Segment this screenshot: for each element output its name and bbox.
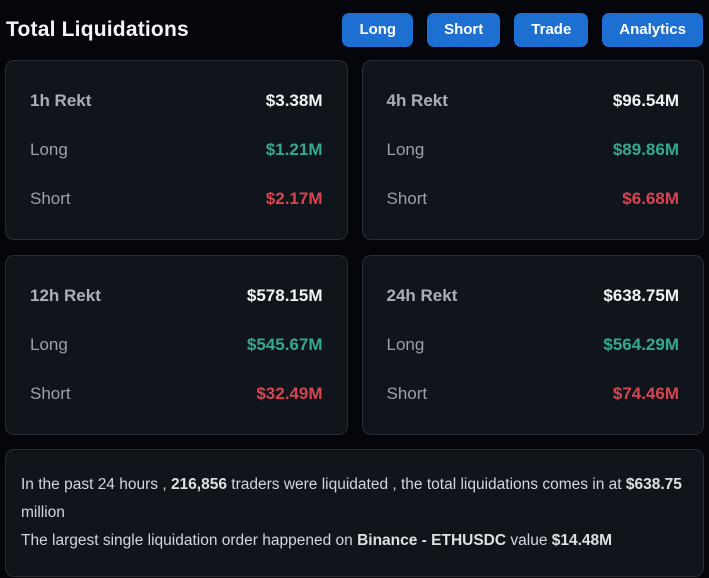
total-value: $96.54M	[612, 91, 679, 110]
long-row: Long $564.29M	[387, 335, 680, 355]
largest-order-value: $14.48M	[551, 532, 613, 549]
summary-text: The largest single liquidation order hap…	[21, 532, 358, 549]
summary-line-2: The largest single liquidation order hap…	[21, 527, 688, 555]
short-label: Short	[386, 189, 428, 208]
period-label: 12h Rekt	[30, 286, 101, 305]
short-label: Short	[386, 384, 428, 403]
long-label: Long	[30, 335, 68, 354]
summary-text: value	[506, 532, 552, 549]
summary-text: In the past 24 hours ,	[21, 476, 171, 493]
cards-grid: 1h Rekt $3.38M Long $1.21M Short $2.17M …	[5, 60, 704, 435]
card-4h-rekt: 4h Rekt $96.54M Long $89.86M Short $6.68…	[361, 60, 704, 240]
long-value: $1.21M	[265, 140, 323, 159]
short-row: Short $74.46M	[387, 384, 680, 404]
card-header-row: 4h Rekt $96.54M	[387, 91, 680, 111]
card-header-row: 1h Rekt $3.38M	[30, 91, 323, 111]
total-value: $3.38M	[265, 91, 323, 110]
total-value: $578.15M	[246, 286, 323, 305]
long-value: $564.29M	[603, 335, 679, 354]
short-value: $6.68M	[622, 189, 679, 208]
long-row: Long $545.67M	[30, 335, 323, 355]
short-label: Short	[30, 189, 71, 208]
long-label: Long	[386, 140, 425, 159]
card-1h-rekt: 1h Rekt $3.38M Long $1.21M Short $2.17M	[5, 60, 348, 240]
analytics-button[interactable]: Analytics	[602, 13, 703, 47]
short-value: $32.49M	[256, 384, 323, 403]
short-row: Short $6.68M	[387, 189, 680, 209]
header-button-row: Long Short Trade Analytics	[342, 13, 703, 47]
long-row: Long $89.86M	[387, 140, 680, 160]
short-value: $74.46M	[612, 384, 679, 403]
long-button[interactable]: Long	[342, 13, 414, 47]
card-header-row: 12h Rekt $578.15M	[30, 286, 323, 306]
long-label: Long	[30, 140, 68, 159]
short-row: Short $2.17M	[30, 189, 323, 209]
period-label: 1h Rekt	[30, 91, 92, 110]
short-label: Short	[30, 384, 71, 403]
short-value: $2.17M	[265, 189, 323, 208]
traders-count: 216,856	[170, 476, 227, 493]
long-value: $545.67M	[246, 335, 323, 354]
header: Total Liquidations Long Short Trade Anal…	[5, 0, 704, 60]
short-row: Short $32.49M	[30, 384, 323, 404]
card-header-row: 24h Rekt $638.75M	[387, 286, 680, 306]
summary-line-1: In the past 24 hours , 216,856 traders w…	[21, 471, 688, 527]
total-liquidations-amount: $638.75	[625, 476, 682, 493]
total-value: $638.75M	[603, 286, 679, 305]
long-row: Long $1.21M	[30, 140, 323, 160]
short-button[interactable]: Short	[427, 13, 501, 47]
summary-text: million	[21, 504, 65, 521]
long-label: Long	[386, 335, 425, 354]
page-title: Total Liquidations	[6, 18, 189, 41]
summary-text: traders were liquidated , the total liqu…	[226, 476, 626, 493]
period-label: 24h Rekt	[386, 286, 458, 305]
card-12h-rekt: 12h Rekt $578.15M Long $545.67M Short $3…	[5, 255, 348, 435]
period-label: 4h Rekt	[386, 91, 448, 110]
card-24h-rekt: 24h Rekt $638.75M Long $564.29M Short $7…	[361, 255, 704, 435]
summary-panel: In the past 24 hours , 216,856 traders w…	[5, 449, 704, 577]
long-value: $89.86M	[612, 140, 679, 159]
trade-button[interactable]: Trade	[514, 13, 589, 47]
exchange-pair: Binance - ETHUSDC	[357, 532, 507, 549]
